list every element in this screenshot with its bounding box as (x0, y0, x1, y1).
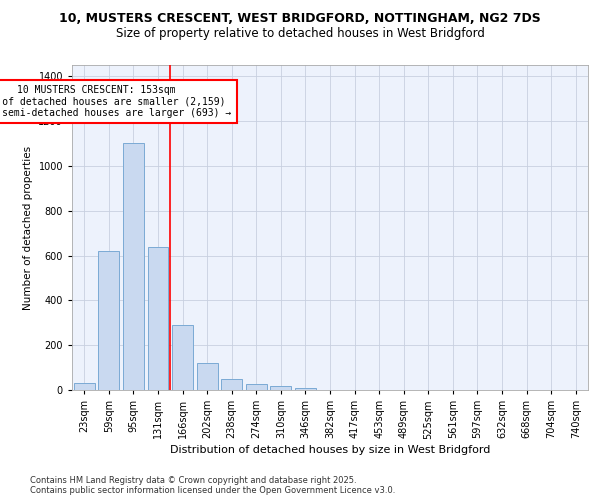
Bar (98, 251, 119, 390)
Bar (295, 388, 316, 390)
Bar (172, 325, 193, 390)
Bar (246, 384, 267, 390)
X-axis label: Distribution of detached houses by size in West Bridgford: Distribution of detached houses by size … (170, 446, 490, 456)
Text: Contains HM Land Registry data © Crown copyright and database right 2025.
Contai: Contains HM Land Registry data © Crown c… (30, 476, 395, 495)
Text: 10 MUSTERS CRESCENT: 153sqm
← 75% of detached houses are smaller (2,159)
24% of : 10 MUSTERS CRESCENT: 153sqm ← 75% of det… (0, 85, 232, 118)
Text: 10, MUSTERS CRESCENT, WEST BRIDGFORD, NOTTINGHAM, NG2 7DS: 10, MUSTERS CRESCENT, WEST BRIDGFORD, NO… (59, 12, 541, 26)
Y-axis label: Number of detached properties: Number of detached properties (23, 146, 33, 310)
Bar (197, 363, 218, 390)
Bar (123, 144, 144, 390)
Bar (74, 384, 95, 390)
Bar (271, 386, 292, 390)
Bar (148, 246, 169, 390)
Text: Size of property relative to detached houses in West Bridgford: Size of property relative to detached ho… (116, 28, 484, 40)
Bar (221, 379, 242, 390)
